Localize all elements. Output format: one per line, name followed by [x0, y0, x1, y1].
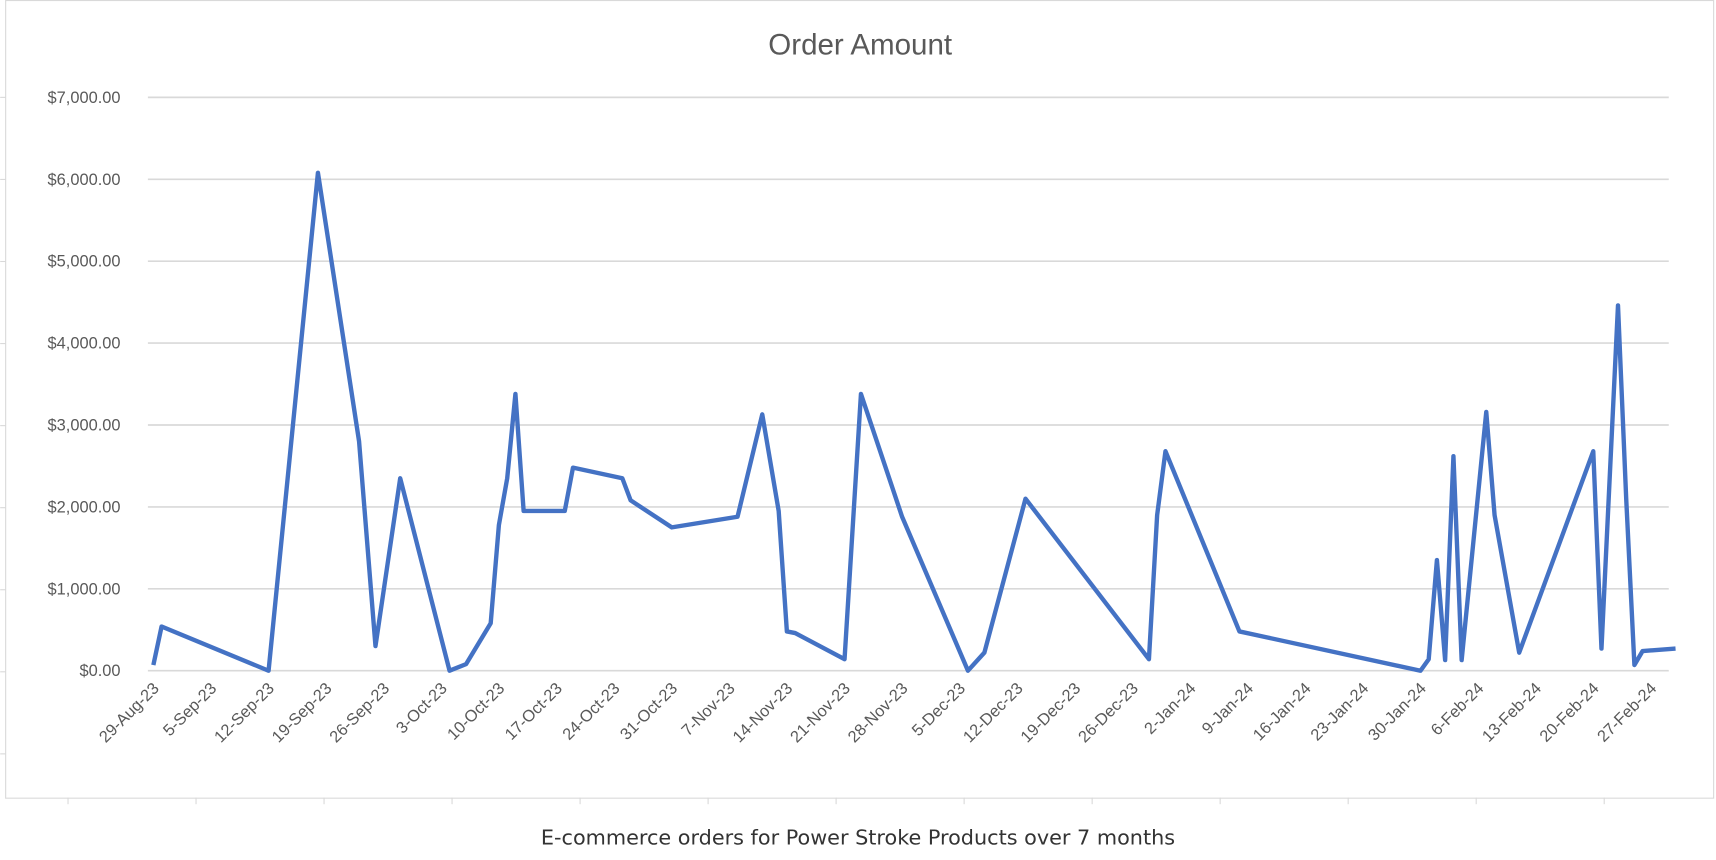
y-tick-label: $4,000.00	[48, 335, 121, 353]
axis-tick-marks	[0, 96, 1605, 805]
y-tick-label: $1,000.00	[48, 580, 121, 598]
y-tick-label: $7,000.00	[48, 89, 121, 107]
chart-title: Order Amount	[768, 29, 952, 62]
y-tick-label: $5,000.00	[48, 253, 121, 271]
y-axis-labels: $0.00 $1,000.00 $2,000.00 $3,000.00 $4,000.0…	[48, 89, 121, 680]
series-line-order-amount	[151, 170, 1676, 673]
chart-caption: E-commerce orders for Power Stroke Produ…	[541, 826, 1175, 850]
y-tick-label: $6,000.00	[48, 171, 121, 189]
y-tick-label: $3,000.00	[48, 416, 121, 434]
y-tick-label: $2,000.00	[48, 498, 121, 516]
y-tick-label: $0.00	[79, 662, 120, 680]
